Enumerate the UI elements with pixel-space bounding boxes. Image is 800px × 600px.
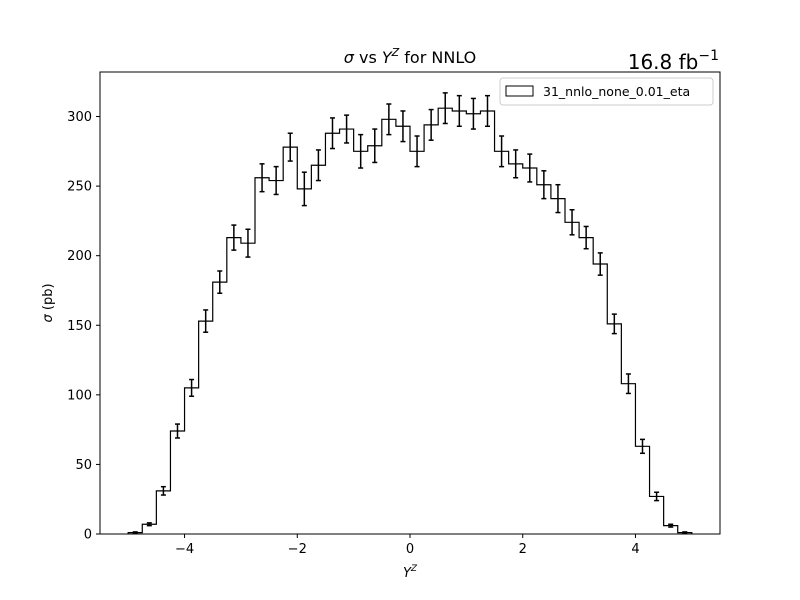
x-tick-label: −2 (288, 542, 307, 557)
y-axis-label: σ (pb) (41, 283, 56, 322)
x-tick-label: 4 (631, 542, 639, 557)
error-bar (301, 171, 307, 207)
error-bar (569, 209, 575, 236)
error-bar (625, 373, 631, 395)
legend-swatch (505, 85, 534, 97)
y-tick-label: 200 (67, 249, 92, 264)
plot-area (127, 92, 693, 535)
error-bar (583, 225, 589, 250)
histogram-step-line (127, 107, 693, 534)
error-bar (654, 491, 660, 502)
error-bar (485, 94, 490, 128)
error-bar (470, 97, 476, 130)
error-bar (273, 165, 279, 196)
ylabel-rest: (pb) (41, 283, 56, 314)
y-tick-label: 300 (67, 110, 92, 125)
luminosity-value: 16.8 fb (628, 50, 699, 74)
y-axis: 0 50 100 150 200 250 300 (67, 110, 100, 543)
error-bar (315, 149, 321, 182)
error-bar (287, 132, 293, 162)
legend-box (499, 77, 714, 106)
xlabel-sup: Z (410, 564, 418, 574)
error-bar (414, 135, 420, 168)
error-bar (513, 149, 519, 179)
title-y: Y (382, 48, 393, 67)
error-bar (344, 114, 350, 144)
error-bar (386, 103, 392, 136)
title-rest: for NNLO (399, 48, 476, 67)
title-vs: vs (354, 48, 382, 67)
y-tick-label: 0 (84, 528, 92, 543)
error-bar (203, 309, 209, 333)
legend: 31_nnlo_none_0.01_eta (499, 77, 714, 106)
error-bar (682, 531, 688, 535)
error-bar (372, 128, 378, 164)
error-bar (259, 163, 265, 193)
error-bar (456, 94, 462, 128)
error-bar (611, 313, 617, 335)
xlabel-base: Y (403, 566, 412, 581)
error-bar (527, 153, 533, 183)
x-axis: −4 −2 0 2 4 (175, 534, 640, 557)
error-bar (400, 110, 406, 143)
error-bar (668, 523, 674, 528)
error-bar (555, 183, 561, 214)
y-tick-label: 50 (75, 458, 92, 473)
error-bar (358, 133, 364, 169)
error-bar (245, 228, 251, 258)
title-sigma: σ (344, 48, 355, 67)
luminosity-label: 16.8 fb−1 (628, 48, 719, 74)
y-tick-label: 150 (67, 319, 92, 334)
y-tick-label: 250 (67, 180, 92, 195)
error-bar (160, 485, 166, 496)
x-tick-label: 2 (519, 542, 527, 557)
x-tick-label: −4 (175, 542, 194, 557)
y-tick-label: 100 (67, 388, 92, 403)
error-bar (442, 92, 448, 125)
legend-label: 31_nnlo_none_0.01_eta (543, 84, 690, 99)
luminosity-sup: −1 (698, 48, 719, 64)
title-sup: Z (391, 46, 400, 59)
error-bar (640, 438, 645, 455)
error-bar (175, 423, 180, 439)
error-bar (146, 522, 152, 527)
ylabel-sigma: σ (41, 314, 56, 323)
error-bar (428, 108, 434, 141)
error-bar (189, 378, 195, 397)
error-bar (132, 531, 138, 535)
error-bar (541, 170, 547, 200)
chart-title: σ vs YZ for NNLO (344, 46, 477, 67)
error-bar (217, 270, 223, 295)
error-bar (231, 224, 237, 251)
x-tick-label: 0 (406, 542, 414, 557)
error-bar (330, 117, 335, 150)
error-bar (597, 252, 603, 276)
error-bar (499, 135, 505, 168)
x-axis-label: YZ (403, 564, 418, 581)
